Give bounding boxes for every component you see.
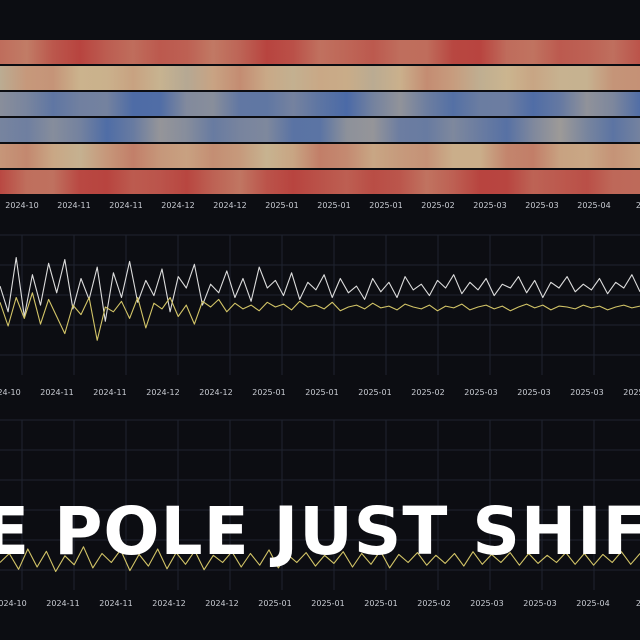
x-tick-label: 2024-11 <box>93 388 126 397</box>
x-tick-label: 2025-03 <box>570 388 603 397</box>
x-tick-label: 2024-11 <box>109 201 142 210</box>
x-tick-label: 2025 <box>636 599 640 608</box>
series-line-1 <box>0 257 640 322</box>
line-panel-2-x-ticks: 2024-10 2024-11 2024-11 2024-12 2024-12 2025-… <box>0 599 640 608</box>
line-panel-2-series <box>0 546 640 573</box>
x-tick-label: 2024-10 <box>5 201 38 210</box>
x-tick-label: 2024-12 <box>213 201 246 210</box>
x-tick-label: 2025-01 <box>358 388 391 397</box>
line-panel-1-x-ticks: 2024-10 2024-11 2024-11 2024-12 2024-12 2025-… <box>0 388 640 397</box>
heatmap-row-4 <box>0 118 640 142</box>
x-tick-label: 2025-01 <box>265 201 298 210</box>
x-tick-label: 2024-11 <box>57 201 90 210</box>
x-tick-label: 2025-01 <box>369 201 402 210</box>
x-tick-label: 2025-01 <box>317 201 350 210</box>
x-tick-label: 2024-11 <box>46 599 79 608</box>
x-tick-label: 2024-11 <box>99 599 132 608</box>
overlay-headline: E POLE JUST SHIFT <box>0 493 640 570</box>
heatmap-x-ticks: 2024-10 2024-11 2024-11 2024-12 2024-12 2025-… <box>5 201 640 210</box>
heatmap-row-2 <box>0 66 640 90</box>
x-tick-label: 2025-01 <box>258 599 291 608</box>
line-panel-2-grid <box>0 419 640 590</box>
series-line-1 <box>0 546 640 573</box>
x-tick-label: 2025-01 <box>311 599 344 608</box>
x-tick-label: 2024-10 <box>0 599 27 608</box>
x-tick-label: 2024-12 <box>146 388 179 397</box>
series-line-2 <box>0 292 640 341</box>
x-tick-label: 2025-03 <box>470 599 503 608</box>
x-tick-label: 2025-01 <box>364 599 397 608</box>
x-tick-label: 2025-01 <box>305 388 338 397</box>
x-tick-label: 2025-03 <box>464 388 497 397</box>
heatmap-panel <box>0 40 640 194</box>
line-panel-1-series <box>0 257 640 341</box>
heatmap-row-5 <box>0 144 640 168</box>
x-tick-label: 2025-03 <box>473 201 506 210</box>
x-tick-label: 2025 <box>636 201 640 210</box>
x-tick-label: 2024-10 <box>0 388 21 397</box>
x-tick-label: 2025-03 <box>517 388 550 397</box>
heatmap-row-6 <box>0 170 640 194</box>
x-tick-label: 2025-02 <box>411 388 444 397</box>
heatmap-row-1 <box>0 40 640 64</box>
x-tick-label: 2024-12 <box>152 599 185 608</box>
x-tick-label: 2024-12 <box>205 599 238 608</box>
x-tick-label: 2024-12 <box>161 201 194 210</box>
line-panel-1-grid <box>0 234 640 375</box>
x-tick-label: 2024-11 <box>40 388 73 397</box>
x-tick-label: 2025-02 <box>421 201 454 210</box>
x-tick-label: 2025-04 <box>577 201 610 210</box>
x-tick-label: 2024-12 <box>199 388 232 397</box>
x-tick-label: 2025-03 <box>523 599 556 608</box>
x-tick-label: 2025-02 <box>417 599 450 608</box>
x-tick-label: 2025-03 <box>525 201 558 210</box>
x-tick-label: 2025-04 <box>576 599 609 608</box>
x-tick-label: 2025-03 <box>623 388 640 397</box>
x-tick-label: 2025-01 <box>252 388 285 397</box>
heatmap-row-3 <box>0 92 640 116</box>
